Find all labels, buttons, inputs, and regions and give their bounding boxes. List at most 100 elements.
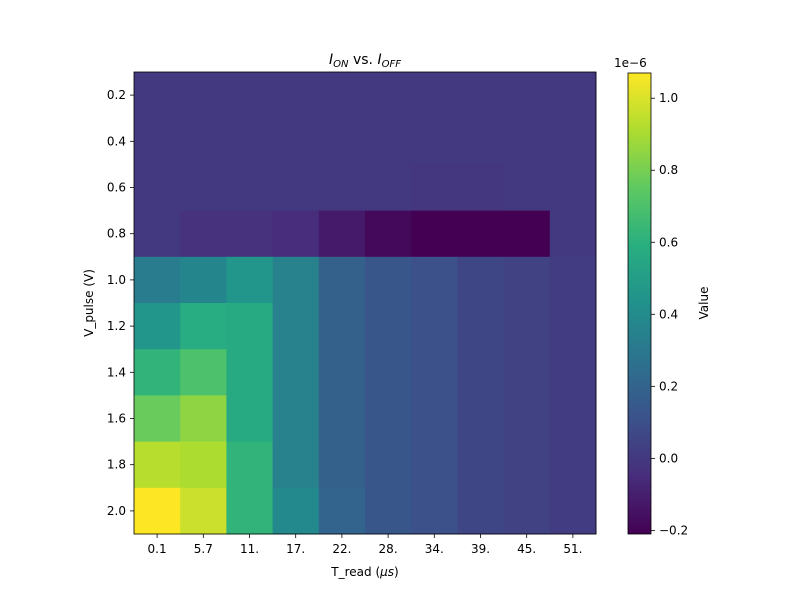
heatmap-cell [318,72,366,119]
heatmap-cell [180,210,227,258]
heatmap-cell [134,164,181,212]
y-tick-label: 0.8 [107,227,126,241]
heatmap-cell [134,441,181,489]
heatmap-cell [226,72,274,119]
colorbar-tick-label: 0.2 [659,379,678,393]
heatmap-cell [272,487,320,535]
heatmap-cell [226,487,274,535]
heatmap-cell [503,164,551,212]
heatmap-cell [365,72,412,119]
x-tick-label: 17. [286,542,305,556]
heatmap-cell [134,487,181,535]
heatmap-cell [549,303,597,350]
y-tick-label: 1.0 [107,273,126,287]
heatmap-cell [134,303,181,350]
heatmap-cell [180,164,227,212]
heatmap-cell [503,487,551,535]
heatmap-cell [503,303,551,350]
x-tick-label: 28. [379,542,398,556]
heatmap-cell [180,303,227,350]
colorbar [627,72,652,535]
colorbar-tick-label: 0.0 [659,451,678,465]
heatmap-cell [365,395,412,443]
heatmap-cell [318,118,366,165]
heatmap-cell [365,210,412,258]
heatmap-cell [272,256,320,304]
heatmap-cell [503,118,551,165]
x-axis-ticks: 0.1 5.7 11. 17. 22. 28. 34. 39. 45. 51. [148,534,582,556]
heatmap-cell [226,349,274,396]
heatmap-cell [549,349,597,396]
heatmap-cell [180,487,227,535]
x-tick-label: 39. [471,542,490,556]
heatmap-cell [226,118,274,165]
y-tick-label: 0.6 [107,181,126,195]
y-axis-ticks: 0.2 0.4 0.6 0.8 1.0 1.2 1.4 1.6 1.8 2.0 [107,88,134,518]
heatmap-cell [226,441,274,489]
heatmap-cell [457,210,505,258]
heatmap-cells [134,72,597,535]
y-tick-label: 1.8 [107,458,126,472]
heatmap-cell [549,210,597,258]
heatmap-cell [226,210,274,258]
heatmap-cell [411,349,458,396]
heatmap-cell [457,395,505,443]
heatmap-cell [457,303,505,350]
heatmap-cell [411,72,458,119]
heatmap-cell [411,303,458,350]
colorbar-tick-label: 1.0 [659,91,678,105]
heatmap-cell [180,118,227,165]
y-tick-label: 0.4 [107,134,126,148]
heatmap-cell [272,441,320,489]
heatmap-cell [226,303,274,350]
heatmap-cell [549,395,597,443]
colorbar-offset-text: 1e−6 [614,56,647,70]
heatmap-cell [318,164,366,212]
x-tick-label: 22. [332,542,351,556]
heatmap-cell [549,487,597,535]
colorbar-tick-label: −0.2 [659,523,688,537]
heatmap-cell [272,72,320,119]
heatmap-cell [318,210,366,258]
heatmap-cell [411,395,458,443]
x-tick-label: 11. [240,542,259,556]
heatmap-cell [365,118,412,165]
heatmap-cell [180,72,227,119]
heatmap-cell [411,256,458,304]
heatmap-cell [134,118,181,165]
heatmap-cell [457,441,505,489]
heatmap-cell [549,72,597,119]
plot-frame [133,71,597,535]
heatmap-cell [180,256,227,304]
chart-title: ION vs. IOFF [329,52,401,70]
heatmap-cell [411,441,458,489]
heatmap-cell [134,72,181,119]
x-tick-label: 34. [425,542,444,556]
heatmap-cell [318,487,366,535]
colorbar-ticks: −0.2 0.0 0.2 0.4 0.6 0.8 1.0 [651,91,688,537]
heatmap-cell [457,349,505,396]
heatmap-cell [318,303,366,350]
heatmap-cell [272,118,320,165]
heatmap-cell [365,349,412,396]
heatmap-cell [549,164,597,212]
colorbar-label: Value [697,287,711,320]
heatmap-cell [549,118,597,165]
heatmap-cell [457,72,505,119]
heatmap-cell [226,164,274,212]
y-tick-label: 2.0 [107,504,126,518]
heatmap-cell [365,303,412,350]
heatmap-cell [503,256,551,304]
heatmap-cell [549,441,597,489]
heatmap-cell [134,349,181,396]
heatmap-cell [180,441,227,489]
heatmap-cell [318,349,366,396]
heatmap-cell [272,210,320,258]
heatmap-cell [503,441,551,489]
heatmap-cell [457,164,505,212]
heatmap-cell [134,210,181,258]
heatmap-cell [503,349,551,396]
y-tick-label: 1.4 [107,365,126,379]
heatmap-cell [318,441,366,489]
